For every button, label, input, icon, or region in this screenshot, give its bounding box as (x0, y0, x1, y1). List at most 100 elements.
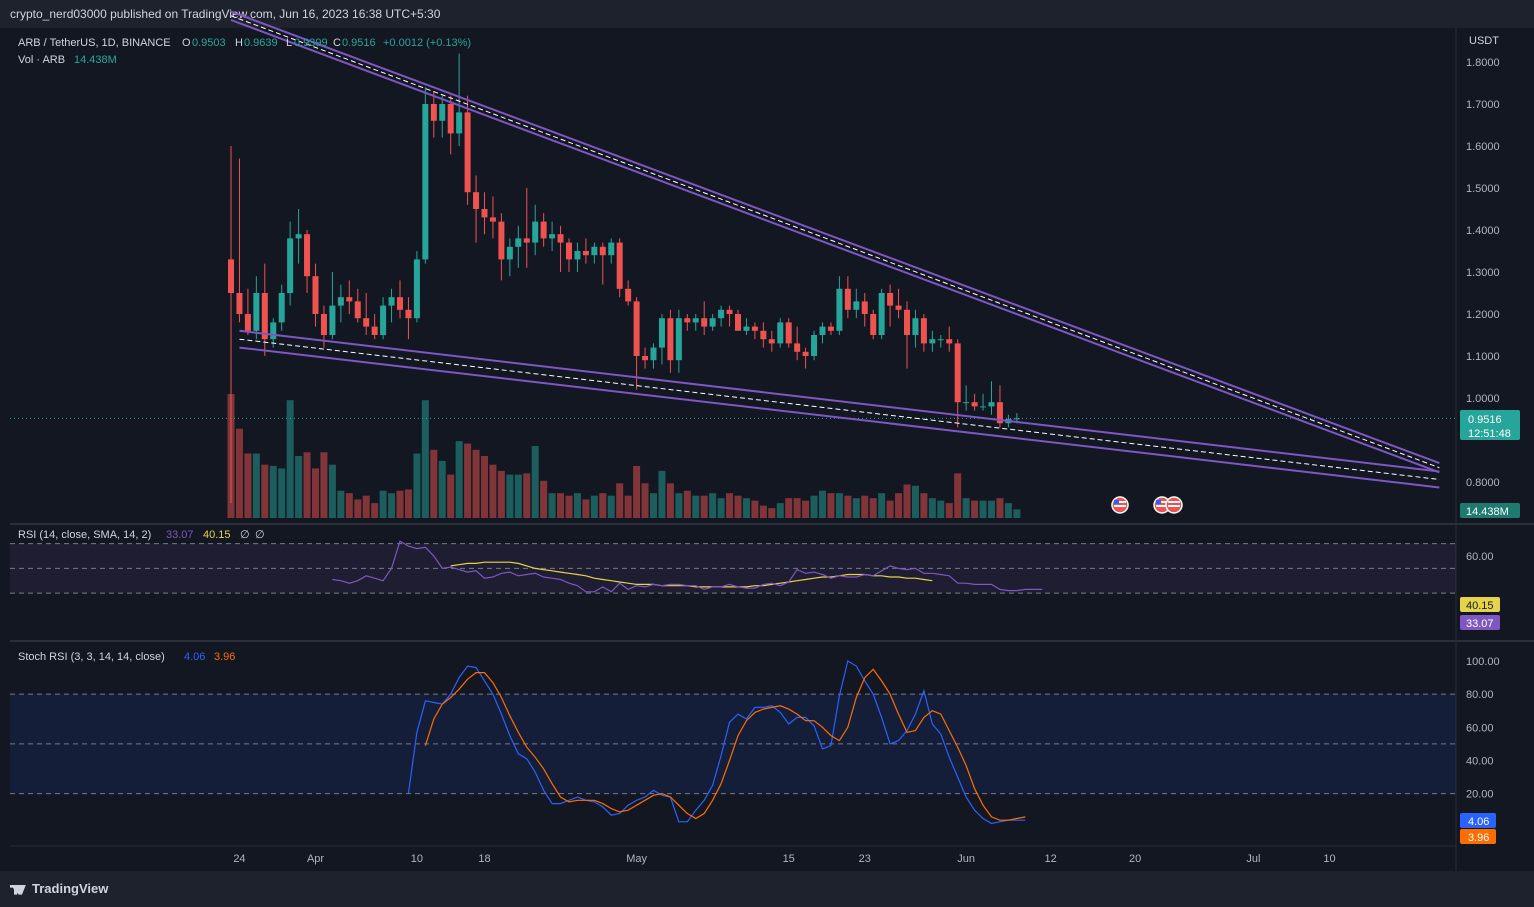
price-tick-label: 1.0000 (1466, 393, 1500, 405)
volume-bar (345, 493, 353, 518)
volume-bar (261, 464, 269, 518)
rsi-tick-label: 60.00 (1466, 551, 1494, 563)
volume-bar (954, 473, 962, 518)
volume-bar (295, 456, 303, 518)
candle-body (236, 293, 243, 314)
rsi-sma-line (450, 561, 933, 588)
volume-bar (447, 474, 455, 518)
candle-body (954, 343, 961, 403)
us-flag-icon[interactable] (1165, 496, 1183, 514)
candle-body (887, 293, 894, 306)
candlesticks (228, 53, 1020, 503)
volume-bar (768, 508, 776, 518)
last-volume-badge (1460, 503, 1520, 518)
volume-bar (650, 493, 657, 518)
volume-bar (489, 464, 497, 518)
candle-body (878, 293, 885, 335)
stoch-k-badge (1460, 813, 1496, 828)
candle-body (667, 318, 674, 361)
volume-bar (362, 495, 370, 518)
candle-body (582, 251, 589, 256)
candle-body (726, 309, 733, 314)
candle-body (380, 305, 387, 335)
volume-bar (759, 505, 767, 518)
last-volume-value: 14.438M (1466, 506, 1509, 518)
stoch-tick-label: 100.00 (1466, 656, 1500, 668)
volume-bar (861, 495, 869, 518)
candle-body (304, 234, 311, 277)
candle-body (802, 351, 809, 356)
rsi-axis-value: 33.07 (1466, 618, 1494, 630)
open-value: 0.9503 (192, 37, 226, 49)
volume-bar (464, 443, 472, 518)
volume-bar (590, 495, 598, 518)
stoch-d-legend-value: 3.96 (214, 651, 235, 663)
volume-bar (1004, 503, 1012, 518)
volume-bar (709, 493, 717, 518)
volume-bar (726, 493, 734, 518)
volume-bar (945, 503, 953, 518)
volume-bar (371, 503, 379, 518)
volume-bar (776, 503, 784, 518)
price-tick-label: 1.6000 (1466, 141, 1500, 153)
last-price-value: 0.9516 (1468, 414, 1502, 426)
candle-body (253, 293, 260, 331)
candle-body (523, 238, 530, 243)
candle-body (608, 242, 615, 256)
time-tick-label: 12 (1045, 853, 1057, 865)
volume-bar (658, 470, 666, 518)
candle-body (439, 104, 446, 121)
stoch-k-line (407, 660, 1026, 825)
candle-body (363, 318, 370, 327)
candle-body (760, 330, 767, 340)
volume-bar (962, 498, 970, 518)
candle-body (904, 309, 910, 335)
volume-bar (616, 483, 624, 518)
candle-body (912, 318, 919, 335)
lower-wedge-midline (239, 338, 1440, 480)
candle-body (489, 217, 496, 222)
candle-body (295, 234, 302, 239)
volume-bar (286, 400, 294, 518)
time-tick-label: Apr (307, 853, 324, 865)
change-value: +0.0012 (+0.13%) (383, 37, 471, 49)
volume-bar (244, 453, 252, 518)
candle-body (261, 293, 268, 340)
upper-wedge-line (230, 10, 1440, 465)
candle-body (481, 209, 488, 218)
rsi-label: RSI (14, close, SMA, 14, 2) (18, 529, 151, 541)
stoch-rsi-panel (407, 660, 1026, 825)
candle-body (794, 343, 801, 352)
candle-body (532, 221, 539, 243)
volume-bar (607, 495, 615, 518)
high-label: H (235, 37, 243, 49)
price-tick-label: 1.7000 (1466, 99, 1500, 111)
candle-body (430, 104, 437, 121)
us-flag-icon[interactable] (1153, 496, 1171, 514)
candle-body (692, 318, 699, 323)
candle-body (591, 246, 598, 256)
time-tick-label: May (626, 853, 647, 865)
us-flag-icon[interactable] (1111, 496, 1129, 514)
volume-bar (903, 484, 911, 518)
candle-body (929, 339, 936, 344)
candle-body (751, 326, 758, 331)
candle-body (270, 322, 277, 340)
volume-bar (683, 490, 691, 518)
volume-bar (540, 480, 548, 518)
candle-body (278, 293, 285, 323)
candle-body (540, 221, 547, 239)
candle-body (785, 322, 792, 344)
candle-body (963, 402, 970, 404)
tradingview-logo[interactable]: TradingView (10, 881, 108, 896)
rsi-badge (1460, 615, 1500, 630)
time-tick-label: 18 (478, 853, 490, 865)
price-tick-label: 1.3000 (1466, 267, 1500, 279)
rsi-sma-axis-value: 40.15 (1466, 600, 1494, 612)
candle-body (996, 402, 1003, 424)
stoch-label: Stoch RSI (3, 3, 14, 14, close) (18, 651, 165, 663)
symbol-label: ARB / TetherUS, 1D, BINANCE (18, 37, 171, 49)
volume-bar (666, 483, 674, 518)
volume-bar (869, 498, 877, 518)
